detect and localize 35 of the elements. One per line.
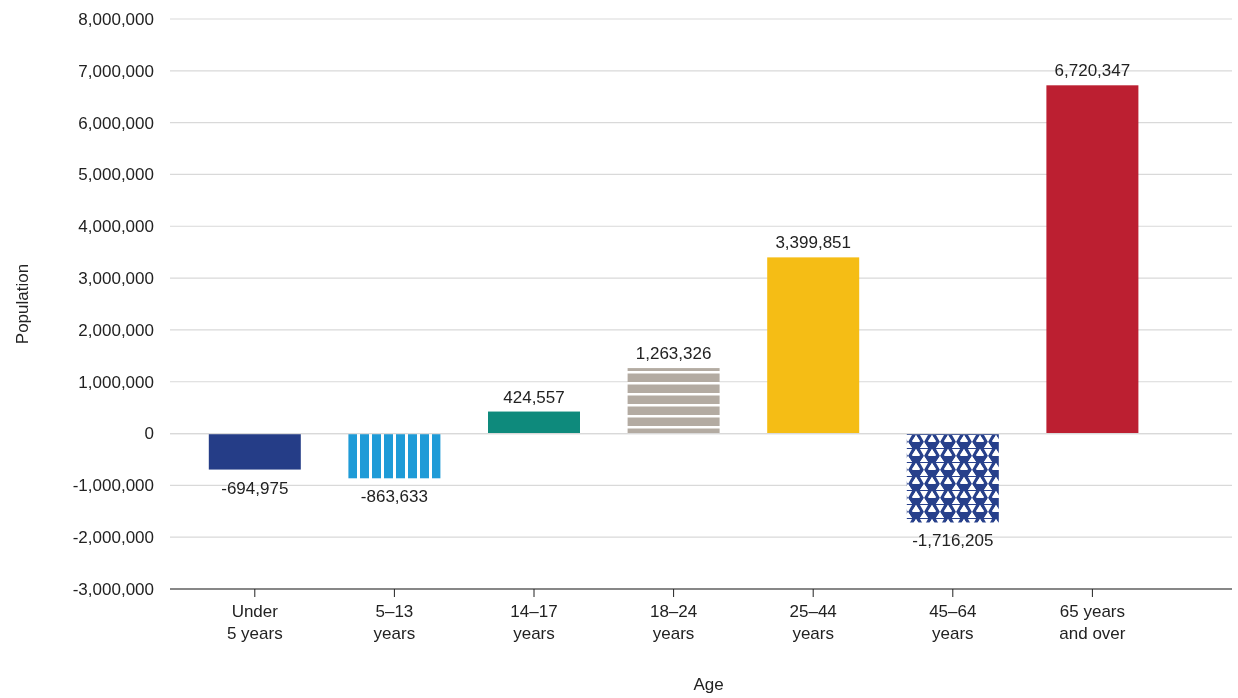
data-label: 424,557 [503, 387, 565, 407]
bar [906, 433, 999, 523]
bar [208, 433, 301, 470]
y-tick-label: 3,000,000 [78, 269, 154, 289]
y-tick-label: 0 [144, 424, 154, 444]
y-tick-label: 4,000,000 [78, 217, 154, 237]
data-label: -1,716,205 [912, 531, 994, 551]
data-label: -694,975 [221, 478, 289, 498]
data-label: -863,633 [360, 487, 428, 507]
bar [1046, 85, 1139, 434]
y-tick-label: -1,000,000 [72, 476, 154, 496]
data-label: 3,399,851 [775, 233, 852, 253]
x-tick-label: 5–13 years [373, 602, 416, 643]
y-tick-label: 6,000,000 [78, 113, 154, 133]
y-tick-label: 8,000,000 [78, 9, 154, 29]
bar [767, 257, 860, 434]
x-tick-label: 45–64 years [929, 602, 977, 643]
bar [627, 368, 720, 434]
y-tick-label: -2,000,000 [72, 528, 154, 548]
x-tick-label: 14–17 years [510, 602, 558, 643]
x-axis-title: Age [693, 675, 724, 694]
y-tick-label: 5,000,000 [78, 165, 154, 185]
x-tick-label: 65 years and over [1059, 602, 1126, 643]
bar [348, 433, 441, 479]
x-tick-label: 18–24 years [649, 602, 698, 643]
y-tick-label: -3,000,000 [72, 579, 154, 599]
x-tick-label: Under 5 years [226, 602, 283, 643]
y-tick-label: 2,000,000 [78, 320, 154, 340]
bar [488, 411, 580, 434]
x-tick-label: 25–44 years [789, 602, 837, 643]
y-axis-title: Population [13, 263, 32, 345]
data-label: 6,720,347 [1054, 61, 1131, 81]
data-label: 1,263,326 [635, 344, 712, 364]
y-tick-label: 1,000,000 [78, 372, 154, 392]
y-tick-label: 7,000,000 [78, 61, 154, 81]
